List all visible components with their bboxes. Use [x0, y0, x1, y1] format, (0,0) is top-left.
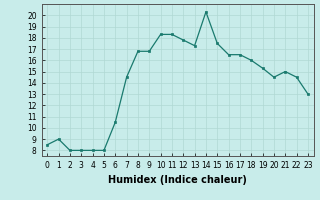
- X-axis label: Humidex (Indice chaleur): Humidex (Indice chaleur): [108, 175, 247, 185]
